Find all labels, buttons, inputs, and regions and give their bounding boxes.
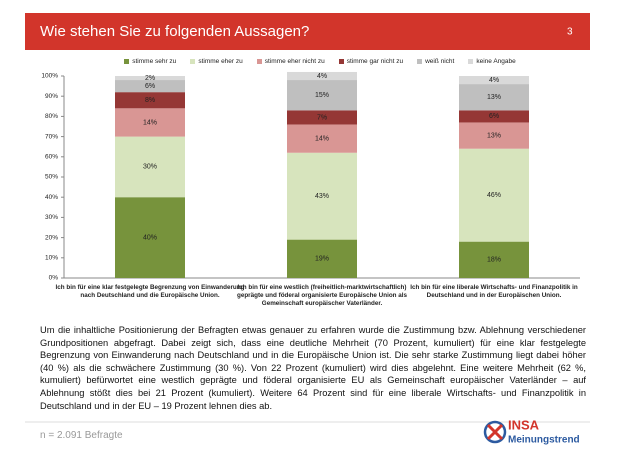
value-label: 8%: [145, 97, 155, 104]
value-label: 30%: [143, 164, 157, 171]
page-number: 3: [567, 27, 573, 38]
value-label: 4%: [489, 77, 499, 84]
legend-label: keine Angabe: [476, 58, 516, 65]
legend-label: stimme gar nicht zu: [346, 58, 404, 65]
bar-segment: [115, 197, 185, 278]
legend-item: stimme sehr zu: [124, 58, 176, 65]
value-label: 19%: [315, 256, 329, 263]
legend: stimme sehr zu stimme eher zu stimme eher …: [60, 58, 580, 65]
bar-segment: [459, 76, 529, 85]
footnote: n = 2.091 Befragte: [40, 430, 123, 441]
bar-segment: [459, 84, 529, 111]
bar-segment: [287, 71, 357, 81]
legend-item: stimme eher nicht zu: [256, 58, 325, 65]
value-label: 2%: [145, 75, 155, 82]
value-label: 14%: [143, 119, 157, 126]
value-label: 7%: [317, 114, 327, 121]
legend-item: weiß nicht: [417, 58, 454, 65]
x-tick-label: Ich bin für eine westlich (freiheitlich-…: [236, 284, 408, 307]
y-tick-label: 20%: [45, 234, 58, 241]
bar-segment: [115, 136, 185, 198]
legend-item: stimme gar nicht zu: [338, 58, 404, 65]
bar-segment: [287, 124, 357, 153]
value-label: 6%: [489, 113, 499, 120]
value-label: 43%: [315, 193, 329, 200]
value-label: 13%: [487, 94, 501, 101]
y-tick-label: 60%: [45, 154, 58, 161]
bar-segment: [115, 108, 185, 137]
bar-segment: [287, 239, 357, 278]
legend-swatch: [124, 59, 130, 64]
logo-brand: INSA: [508, 417, 540, 432]
y-tick-label: 80%: [45, 113, 58, 120]
legend-swatch: [417, 59, 423, 64]
bar-segment: [115, 80, 185, 93]
legend-swatch: [468, 59, 474, 64]
logo: INSA Meinungstrend: [483, 417, 580, 446]
y-tick-label: 30%: [45, 214, 58, 221]
legend-label: stimme eher zu: [198, 58, 243, 65]
bar-segment: [287, 80, 357, 111]
bar-segment: [115, 92, 185, 109]
value-label: 18%: [487, 257, 501, 264]
legend-swatch: [256, 59, 262, 64]
value-label: 13%: [487, 132, 501, 139]
y-tick-label: 70%: [45, 133, 58, 140]
bar-segment: [287, 152, 357, 240]
legend-item: stimme eher zu: [190, 58, 243, 65]
value-label: 46%: [487, 192, 501, 199]
legend-swatch: [190, 59, 196, 64]
value-label: 4%: [317, 73, 327, 80]
legend-label: weiß nicht: [425, 58, 455, 65]
value-label: 15%: [315, 92, 329, 99]
bar-segment: [459, 122, 529, 149]
header-bar: [25, 13, 590, 50]
y-tick-label: 90%: [45, 93, 58, 100]
value-label: 40%: [143, 234, 157, 241]
legend-item: keine Angabe: [468, 58, 516, 65]
y-tick-label: 50%: [45, 174, 58, 181]
bar-segment: [459, 241, 529, 278]
legend-swatch: [338, 59, 344, 64]
logo-sub: Meinungstrend: [508, 435, 580, 446]
x-tick-label: Ich bin für eine liberale Wirtschafts- u…: [410, 284, 578, 299]
value-label: 14%: [315, 135, 329, 142]
legend-label: stimme sehr zu: [132, 58, 177, 65]
bar-segment: [459, 148, 529, 242]
slide-title: Wie stehen Sie zu folgenden Aussagen?: [40, 23, 309, 40]
bar-segment: [287, 110, 357, 125]
bar-segment: [459, 110, 529, 123]
bar-segment: [115, 76, 185, 81]
body-text: Um die inhaltliche Positionierung der Be…: [40, 325, 586, 411]
y-tick-label: 0%: [49, 275, 59, 282]
x-tick-label: Ich bin für eine klar festgelegte Begren…: [55, 284, 245, 299]
value-label: 6%: [145, 83, 155, 90]
y-tick-label: 10%: [45, 255, 58, 262]
y-tick-label: 100%: [41, 73, 58, 80]
legend-label: stimme eher nicht zu: [264, 58, 325, 65]
y-tick-label: 40%: [45, 194, 58, 201]
